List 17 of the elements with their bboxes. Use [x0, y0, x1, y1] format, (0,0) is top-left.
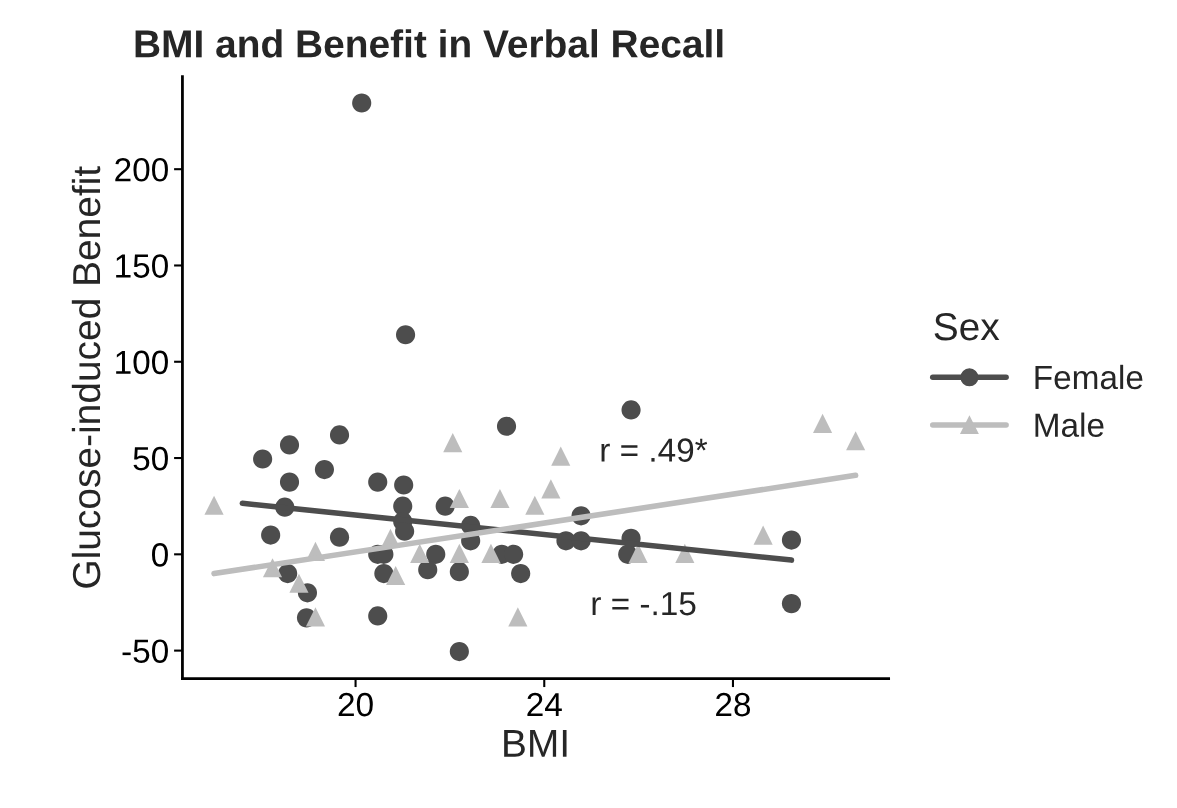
chart-title: BMI and Benefit in Verbal Recall — [135, 29, 723, 58]
y-tick-label: 0 — [152, 543, 168, 567]
legend-label: Female — [1035, 364, 1143, 390]
x-tick-label: 20 — [338, 692, 373, 717]
x-tick-label: 24 — [527, 692, 562, 717]
y-tick-label: 200 — [115, 157, 168, 182]
x-tick-label: 28 — [716, 692, 751, 717]
annotation: r = .49* — [601, 438, 708, 462]
annotation: r = -.15 — [592, 592, 696, 616]
y-tick-label: 100 — [116, 350, 168, 375]
y-tick-label: 150 — [116, 254, 168, 278]
y-tick-label: 50 — [133, 446, 168, 471]
x-axis-title: BMI — [504, 729, 567, 757]
y-tick-label: -50 — [122, 639, 168, 664]
legend-label: Male — [1035, 412, 1104, 438]
legend-title: Sex — [934, 312, 1000, 341]
y-axis-title: Glucose-induced Benefit — [71, 166, 101, 588]
